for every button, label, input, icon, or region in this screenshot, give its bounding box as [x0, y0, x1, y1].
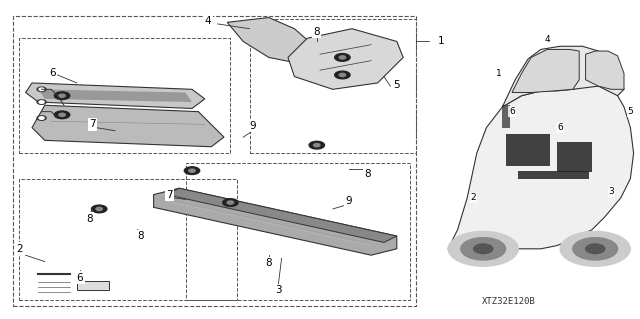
Text: 8: 8 — [365, 169, 371, 179]
Bar — [518, 171, 589, 179]
Circle shape — [573, 238, 618, 260]
Text: 6: 6 — [49, 68, 56, 78]
Bar — [77, 281, 109, 290]
Circle shape — [39, 117, 44, 119]
Bar — [250, 19, 416, 153]
Polygon shape — [288, 29, 403, 89]
Circle shape — [59, 94, 65, 97]
Text: 6: 6 — [557, 123, 563, 132]
Circle shape — [223, 199, 238, 206]
Circle shape — [461, 238, 506, 260]
Circle shape — [560, 231, 630, 266]
Bar — [19, 179, 237, 300]
Circle shape — [227, 201, 234, 204]
Text: XTZ32E120B: XTZ32E120B — [482, 297, 536, 306]
Polygon shape — [586, 51, 624, 89]
Polygon shape — [448, 86, 634, 249]
Text: 2: 2 — [16, 244, 22, 254]
Polygon shape — [38, 89, 192, 102]
Circle shape — [54, 92, 70, 100]
Circle shape — [37, 87, 46, 92]
Polygon shape — [502, 46, 624, 107]
Polygon shape — [166, 188, 397, 242]
Text: 2: 2 — [471, 193, 476, 202]
Circle shape — [92, 205, 107, 213]
Text: 6: 6 — [509, 107, 515, 116]
Text: 9: 9 — [250, 121, 256, 131]
Circle shape — [37, 100, 46, 104]
Text: 6: 6 — [77, 272, 83, 283]
Bar — [506, 134, 550, 166]
Bar — [13, 16, 416, 306]
Text: 1: 1 — [438, 36, 445, 47]
Circle shape — [37, 116, 46, 120]
Text: 5: 5 — [394, 79, 400, 90]
Text: 4: 4 — [205, 16, 211, 26]
Circle shape — [335, 71, 350, 79]
Text: 8: 8 — [314, 27, 320, 37]
Circle shape — [96, 207, 102, 211]
Text: 4: 4 — [545, 35, 550, 44]
Text: 8: 8 — [86, 213, 93, 224]
Bar — [502, 105, 510, 128]
Bar — [557, 142, 592, 172]
Text: 1: 1 — [497, 69, 502, 78]
Polygon shape — [512, 49, 579, 93]
Polygon shape — [26, 83, 205, 108]
Circle shape — [586, 244, 605, 254]
Circle shape — [339, 56, 346, 59]
Circle shape — [309, 141, 324, 149]
Text: 8: 8 — [266, 258, 272, 268]
Circle shape — [54, 111, 70, 119]
Bar — [186, 163, 410, 300]
Polygon shape — [227, 18, 320, 64]
Polygon shape — [154, 188, 397, 255]
Circle shape — [474, 244, 493, 254]
Polygon shape — [32, 105, 224, 147]
Text: 5: 5 — [628, 107, 633, 116]
Text: 3: 3 — [609, 187, 614, 196]
Circle shape — [189, 169, 195, 172]
Circle shape — [339, 73, 346, 77]
Text: 7: 7 — [90, 119, 96, 130]
Text: 8: 8 — [138, 231, 144, 241]
Circle shape — [39, 88, 44, 91]
Circle shape — [184, 167, 200, 174]
Text: 9: 9 — [346, 196, 352, 206]
Text: 3: 3 — [275, 285, 282, 295]
Circle shape — [314, 144, 320, 147]
Bar — [19, 38, 230, 153]
Circle shape — [335, 54, 350, 61]
Circle shape — [448, 231, 518, 266]
Circle shape — [59, 113, 65, 116]
Text: 7: 7 — [166, 189, 173, 200]
Circle shape — [39, 101, 44, 103]
